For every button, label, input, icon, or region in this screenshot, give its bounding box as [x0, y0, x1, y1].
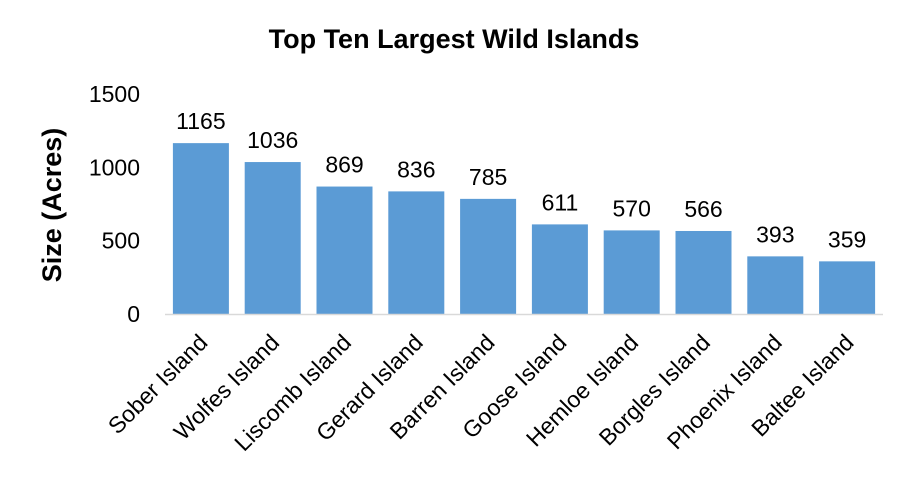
y-axis-title: Size (Acres) — [37, 128, 67, 283]
data-label: 611 — [542, 189, 579, 215]
y-tick-label: 0 — [127, 301, 140, 327]
data-label: 1165 — [176, 108, 225, 134]
bar — [172, 143, 229, 314]
data-label: 836 — [397, 156, 435, 182]
bar — [747, 256, 804, 314]
bars-group — [172, 143, 876, 314]
y-tick-label: 1500 — [89, 81, 140, 107]
bar — [316, 186, 373, 314]
data-label: 1036 — [247, 127, 298, 153]
bar — [819, 261, 876, 314]
bar — [388, 191, 445, 314]
bar — [244, 162, 301, 314]
bar — [531, 224, 588, 314]
chart-title: Top Ten Largest Wild Islands — [269, 24, 640, 54]
data-label: 570 — [613, 195, 651, 221]
y-tick-label: 1000 — [89, 154, 140, 180]
data-label: 393 — [756, 221, 794, 247]
y-tick-label: 500 — [102, 228, 140, 254]
bar — [675, 230, 732, 314]
data-label: 869 — [325, 152, 363, 178]
y-axis-ticks: 0 500 1000 1500 — [89, 81, 140, 327]
data-label: 359 — [828, 226, 866, 252]
bar — [460, 198, 517, 314]
data-label: 566 — [684, 196, 722, 222]
bar — [603, 230, 660, 314]
data-labels-group: 1165 1036 869 836 785 611 570 566 393 359 — [176, 108, 866, 252]
data-label: 785 — [469, 164, 507, 190]
